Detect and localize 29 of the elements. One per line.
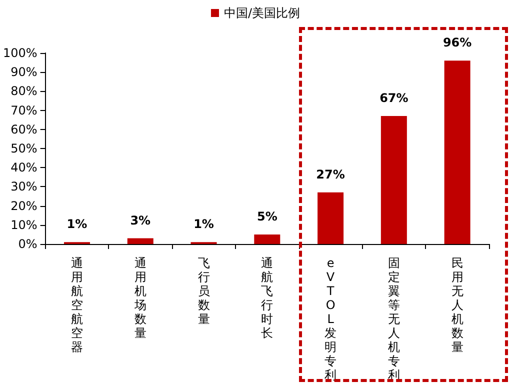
data-label: 96% bbox=[442, 36, 472, 50]
data-label: 67% bbox=[380, 91, 408, 106]
y-tick-label: 90% bbox=[10, 65, 38, 80]
x-tick-label: 通航飞行时长 bbox=[261, 256, 274, 340]
y-tick-label: 40% bbox=[10, 160, 38, 175]
y-tick-label: 10% bbox=[10, 218, 38, 232]
data-label: 3% bbox=[130, 213, 151, 228]
bar bbox=[318, 192, 344, 244]
x-tick-label: 通用航空航空器 bbox=[71, 256, 83, 354]
y-tick-label: 0% bbox=[18, 237, 38, 251]
bar bbox=[380, 116, 407, 244]
y-tick-label: 50% bbox=[10, 142, 38, 156]
x-tick-label: 通用机场数量 bbox=[133, 256, 146, 340]
bar bbox=[127, 238, 154, 244]
y-tick-label: 100% bbox=[2, 46, 38, 60]
data-label: 27% bbox=[316, 167, 345, 182]
data-label: 1% bbox=[194, 217, 214, 232]
bar bbox=[444, 60, 470, 244]
data-label: 1% bbox=[66, 217, 88, 232]
data-label: 5% bbox=[256, 209, 278, 224]
y-tick-label: 20% bbox=[10, 198, 38, 213]
y-tick-label: 30% bbox=[10, 180, 38, 194]
x-tick-label: 民用无人机数量 bbox=[451, 256, 464, 354]
x-tick-label: 飞行员数量 bbox=[198, 256, 210, 326]
y-tick-label: 70% bbox=[10, 103, 38, 118]
bar bbox=[254, 234, 280, 244]
y-tick-label: 60% bbox=[10, 122, 38, 136]
y-tick-label: 80% bbox=[10, 84, 38, 98]
legend-label: 中国/美国比例 bbox=[224, 6, 300, 20]
